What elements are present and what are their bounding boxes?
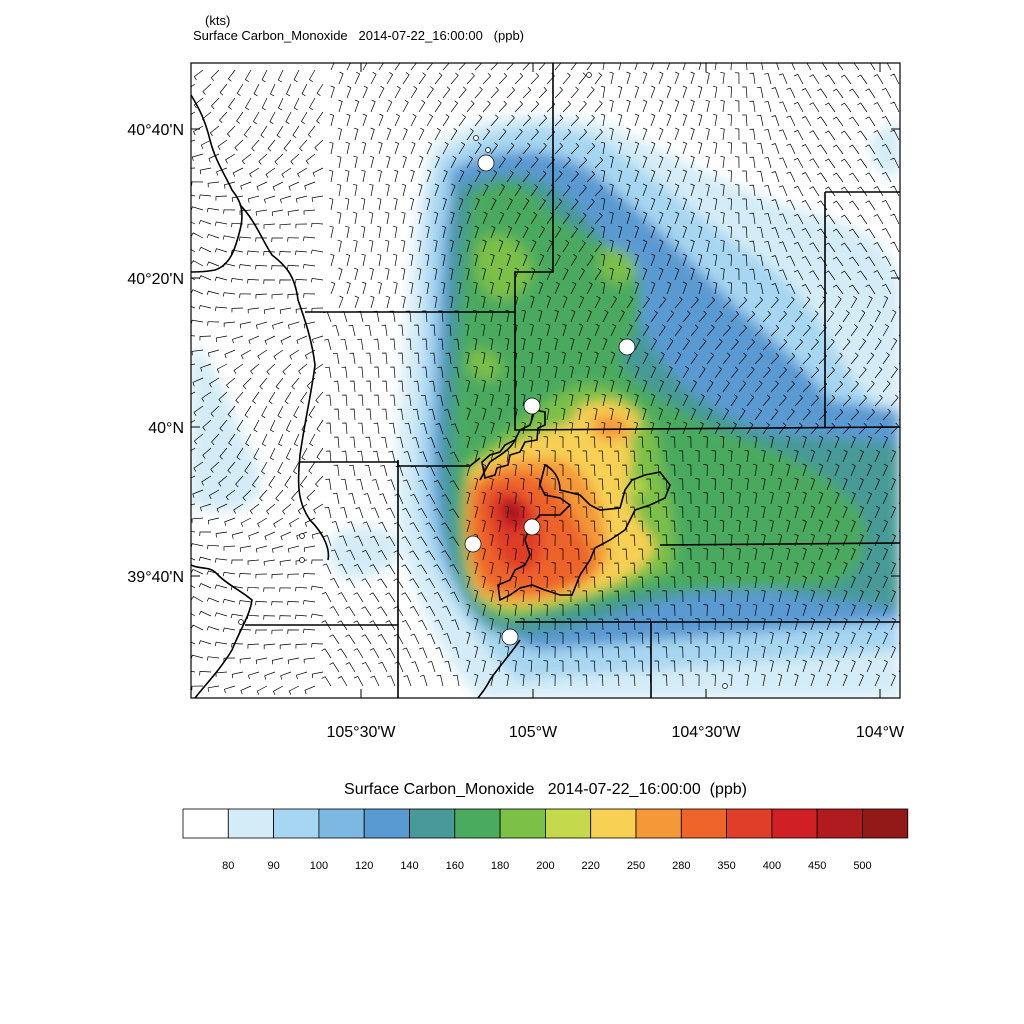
colorbar-swatch (363, 808, 410, 839)
station-marker-small (586, 72, 592, 78)
contour-500 (505, 501, 520, 522)
station-marker (464, 535, 482, 553)
county-line (305, 63, 554, 313)
contour-280-b (590, 414, 630, 440)
colorbar-label: 350 (717, 860, 735, 872)
colorbar-label: 100 (310, 860, 328, 872)
boundary-lines (191, 63, 900, 698)
contour-180-b (600, 248, 636, 285)
station-marker (618, 338, 636, 356)
x-tick-label: 104°W (856, 724, 905, 741)
colorbar-label: 280 (672, 860, 690, 872)
x-tick-label: 104°30'W (671, 724, 741, 741)
axis-labels: 40°40'N 40°20'N 40°N 39°40'N 105°30'W 10… (127, 122, 905, 741)
station-marker-small (238, 619, 244, 625)
plot-title: Surface Carbon_Monoxide 2014-07-22_16:00… (193, 28, 524, 43)
colorbar-swatch (499, 808, 546, 839)
x-tick-label: 105°W (509, 724, 558, 741)
colorbar-swatch (726, 808, 773, 839)
metro-outline (481, 409, 546, 480)
colorbar-swatch (771, 808, 818, 839)
y-tick-label: 40°N (148, 420, 184, 437)
colorbar-label: 450 (808, 860, 826, 872)
station-marker (523, 397, 541, 415)
colorbar-label: 80 (222, 860, 234, 872)
colorbar-title: Surface Carbon_Monoxide 2014-07-22_16:00… (344, 781, 747, 798)
wind-barb-pattern (191, 63, 900, 696)
colorbar-label: 500 (853, 860, 871, 872)
colorbar-label: 200 (536, 860, 554, 872)
colorbar-swatch (227, 808, 275, 839)
colorbar-label: 400 (763, 860, 781, 872)
y-tick-label: 40°40'N (127, 122, 184, 139)
units-label: (kts) (205, 13, 231, 28)
contour-220-c (630, 478, 646, 495)
colorbar-swatch (545, 808, 592, 839)
county-line (477, 639, 521, 698)
county-line (824, 191, 900, 427)
station-marker-small (722, 683, 728, 689)
colorbar-labels: 80 90 100 120 140 160 180 200 220 250 280 350 400 450… (222, 860, 872, 872)
map-frame (190, 62, 901, 699)
colorbar-swatch (816, 808, 863, 839)
colorbar-label: 120 (355, 860, 373, 872)
station-marker (523, 518, 541, 536)
station-marker-small (485, 147, 491, 153)
wind-barbs (191, 63, 900, 696)
metro-outline (497, 463, 671, 602)
county-line (659, 542, 900, 546)
axis-ticks (191, 63, 900, 698)
colorbar-label: 90 (267, 860, 279, 872)
county-line (191, 564, 253, 698)
colorbar-label: 250 (627, 860, 645, 872)
colorbar-swatch (635, 808, 682, 839)
county-line (239, 204, 330, 561)
county-line (479, 439, 516, 481)
station-marker (501, 628, 519, 646)
colorbar-swatch (409, 808, 456, 839)
colorbar-swatch (862, 808, 909, 839)
colorbar-swatch (454, 808, 501, 839)
stations (238, 72, 728, 689)
contour-90-northeast (870, 123, 900, 177)
contour-180 (476, 235, 533, 300)
station-marker-small (299, 533, 305, 539)
colorbar-label: 140 (400, 860, 418, 872)
y-tick-label: 40°20'N (127, 271, 184, 288)
station-marker-small (473, 135, 479, 141)
station-marker-small (299, 557, 305, 563)
colorbar-label: 220 (582, 860, 600, 872)
colorbar (182, 808, 909, 839)
contour-90-southwest (328, 526, 400, 579)
county-line (300, 457, 481, 467)
colorbar-swatch (590, 808, 637, 839)
colorbar-swatch (680, 808, 727, 839)
colorbar-swatch (182, 808, 229, 839)
y-tick-label: 39°40'N (127, 569, 184, 586)
x-tick-label: 105°30'W (326, 724, 396, 741)
county-line (514, 312, 900, 431)
colorbar-swatch (273, 808, 320, 839)
contour-90-west (191, 345, 262, 513)
station-marker (477, 154, 495, 172)
colorbar-label: 160 (446, 860, 464, 872)
colorbar-swatch (318, 808, 365, 839)
colorbar-label: 180 (491, 860, 509, 872)
